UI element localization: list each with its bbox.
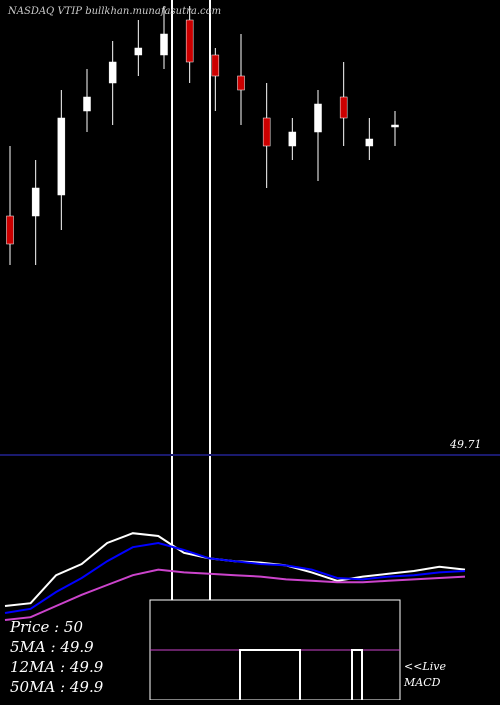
candle-down [211, 54, 220, 77]
candle-down [6, 215, 14, 245]
price-label: 49.71 [449, 438, 482, 451]
candle-down [185, 19, 194, 63]
ma50-line [4, 568, 466, 621]
candle-down [262, 117, 271, 147]
candle-up [160, 33, 168, 56]
legend-5ma: 5MA : 49.9 [10, 638, 94, 656]
candle-up [31, 187, 40, 217]
legend-12ma: 12MA : 49.9 [10, 658, 104, 676]
candle-down [237, 75, 245, 91]
candle-up [134, 47, 143, 56]
candle-up [314, 103, 322, 133]
chart-title: NASDAQ VTIP bullkhan.munafasutra.com [7, 6, 221, 17]
candle-up [108, 61, 117, 84]
ma12-line [4, 541, 466, 614]
candle-up [288, 131, 297, 147]
macd-label: MACD [403, 676, 441, 689]
legend-price: Price : 50 [9, 618, 83, 636]
macd-label: <<Live [404, 660, 446, 673]
candle-up [83, 96, 91, 112]
candle-down [339, 96, 348, 119]
candle-up [365, 138, 374, 147]
candle-up [391, 124, 399, 128]
macd-signal [239, 649, 301, 700]
legend-50ma: 50MA : 49.9 [10, 678, 104, 696]
candle-up [57, 117, 66, 196]
macd-signal [351, 649, 363, 700]
